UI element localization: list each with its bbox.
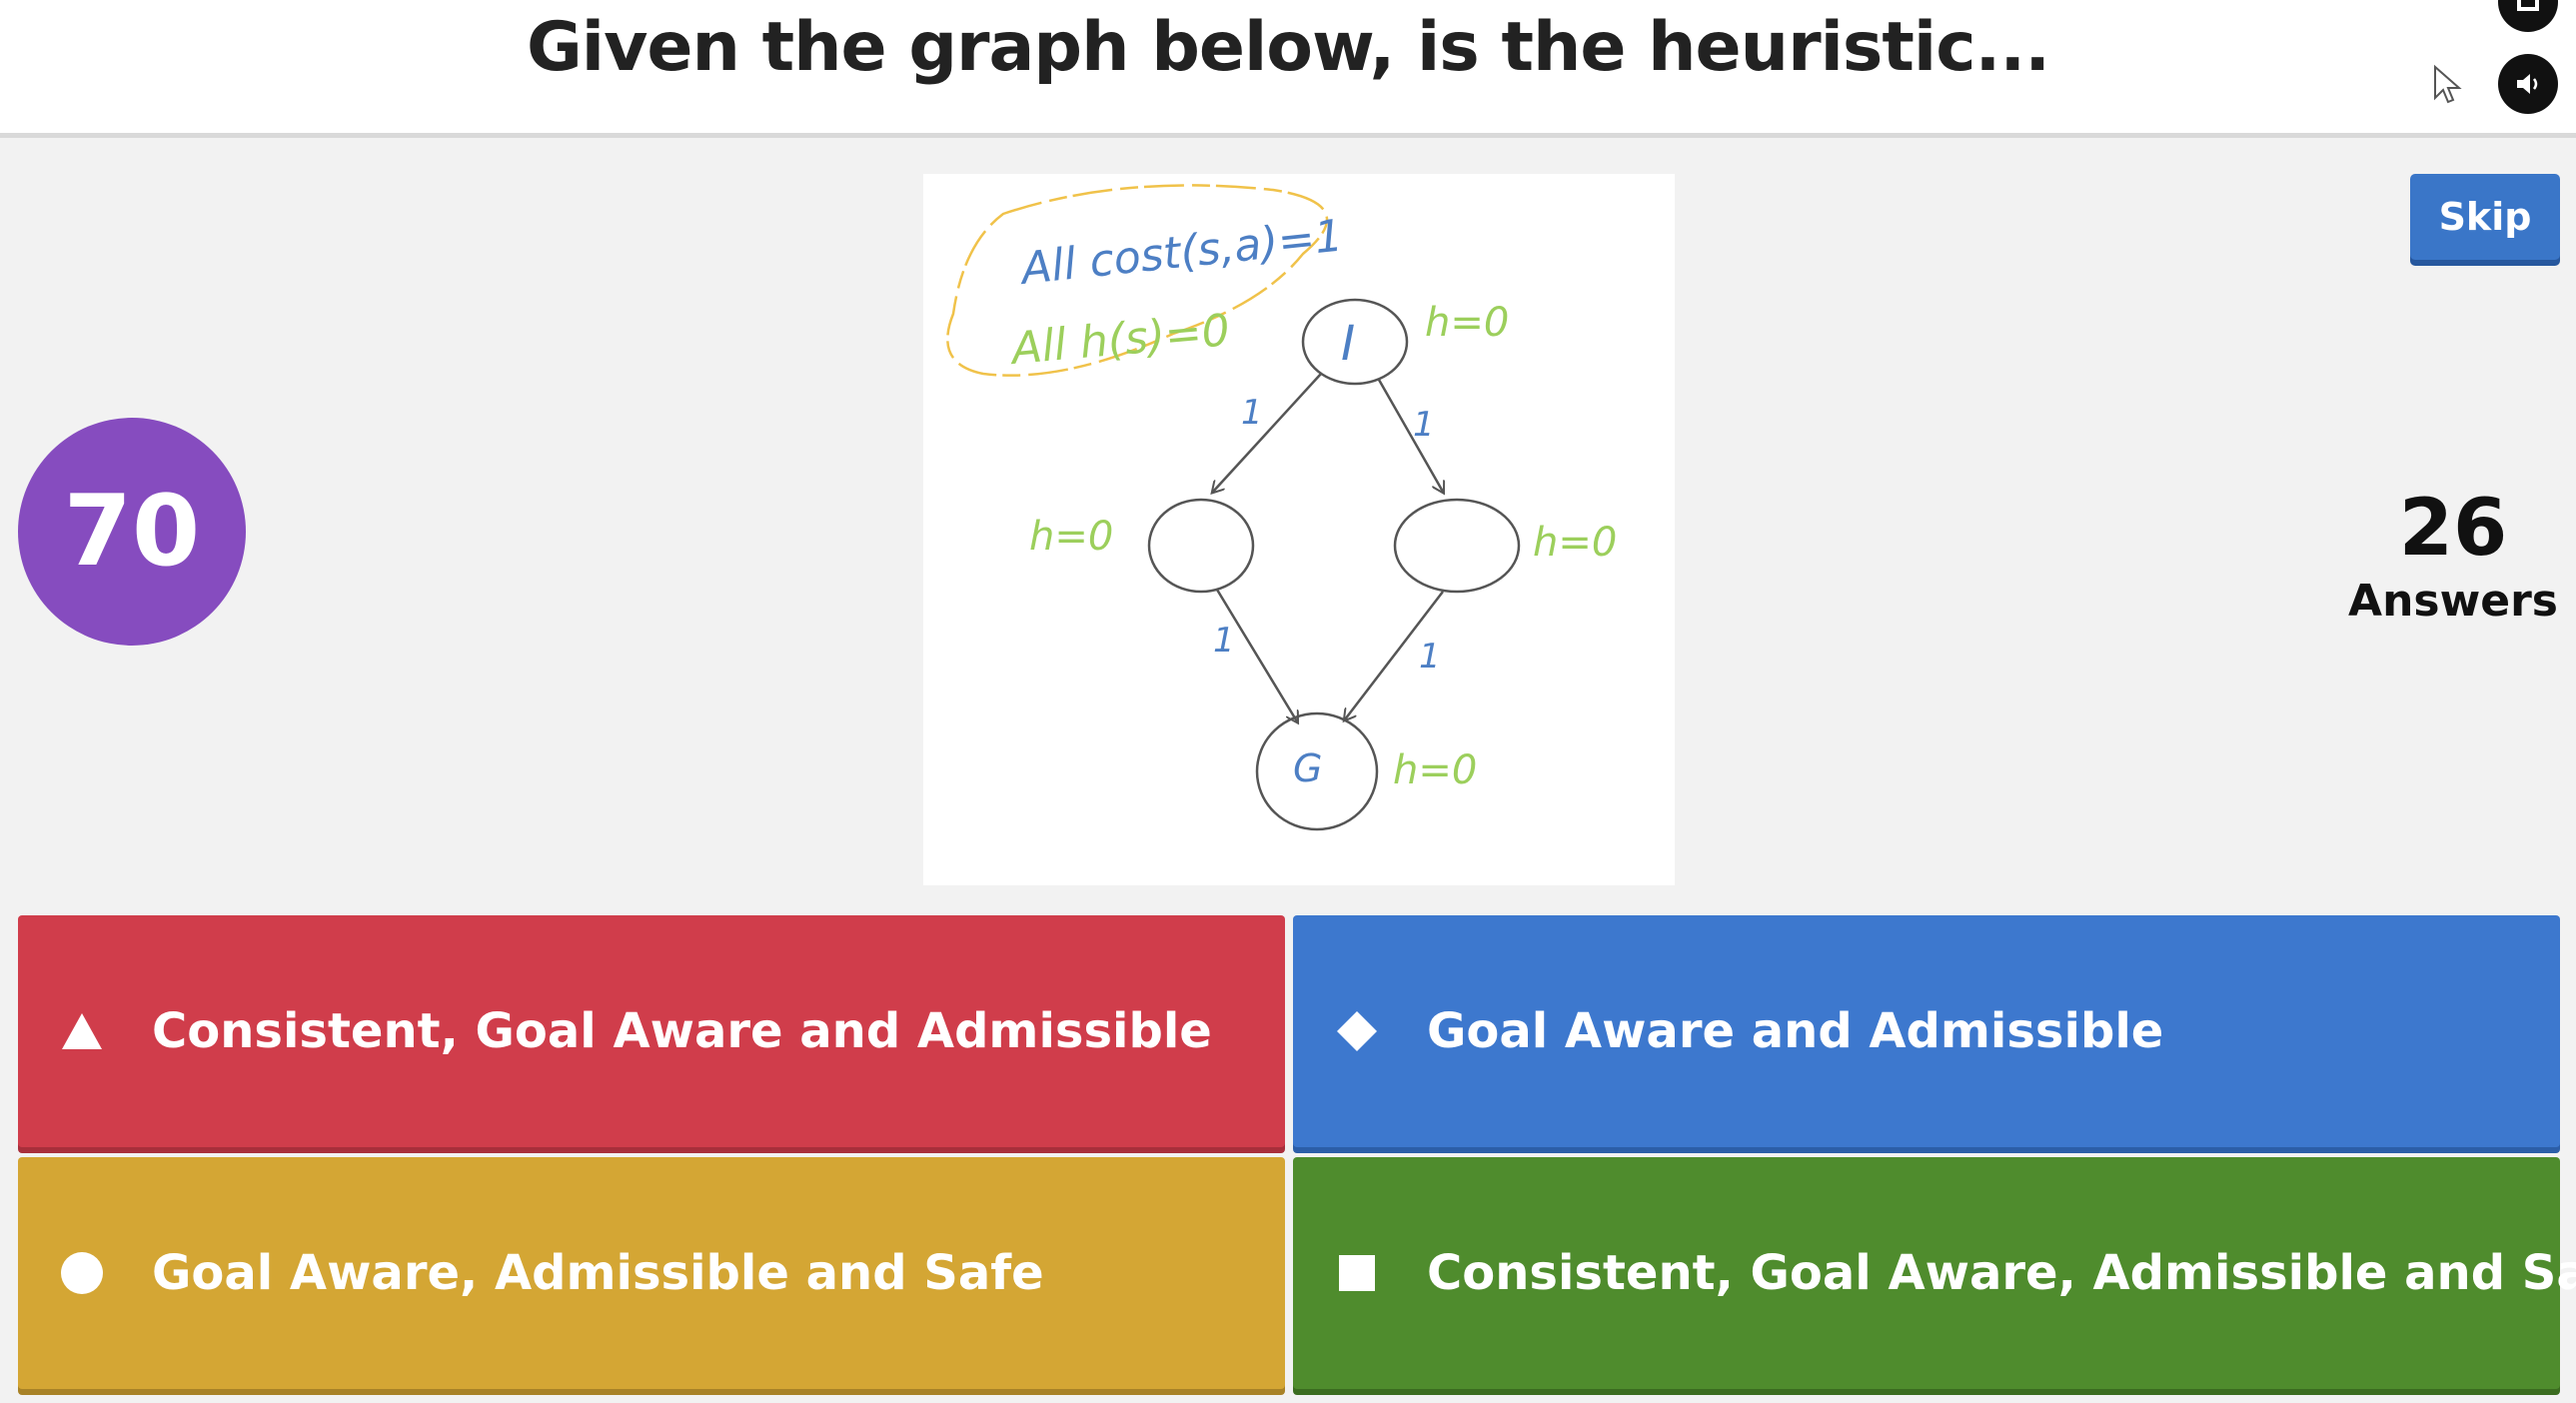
note-line-2: All h(s)=0 [1007, 305, 1232, 375]
question-header: Given the graph below, is the heuristic.… [0, 0, 2576, 138]
h-label-initial: h=0 [1425, 300, 1509, 346]
answer-option-3-label: Goal Aware, Admissible and Safe [152, 1245, 1044, 1301]
search-graph-drawing: All cost(s,a)=1 All h(s)=0 I G 1 1 1 1 h… [946, 184, 1617, 831]
answer-option-1[interactable]: Consistent, Goal Aware and Admissible [18, 915, 1285, 1147]
diamond-icon [1337, 1011, 1377, 1051]
h-label-right: h=0 [1533, 520, 1617, 566]
answers-label: Answers [2348, 576, 2558, 627]
node-label-goal: G [1293, 746, 1322, 790]
fullscreen-icon [2517, 0, 2539, 11]
edge-right-goal [1345, 591, 1444, 719]
graph-node-left [1147, 498, 1255, 594]
answer-option-4-label: Consistent, Goal Aware, Admissible and S… [1427, 1245, 2576, 1301]
answer-option-4[interactable]: Consistent, Goal Aware, Admissible and S… [1293, 1157, 2576, 1389]
circle-icon [61, 1252, 103, 1294]
edge-initial-right [1377, 379, 1443, 492]
graph-node-right [1393, 498, 1521, 594]
h-label-left: h=0 [1029, 514, 1113, 560]
speaker-icon [2517, 74, 2538, 94]
triangle-icon [62, 1013, 102, 1049]
graph-node-goal [1255, 711, 1379, 831]
edge-cost-left-goal: 1 [1213, 621, 1235, 661]
skip-button[interactable]: Skip [2410, 174, 2560, 260]
mouse-cursor-icon [2434, 64, 2462, 104]
countdown-timer: 70 [18, 418, 246, 646]
answer-option-3[interactable]: Goal Aware, Admissible and Safe [18, 1157, 1285, 1389]
answers-number: 26 [2398, 484, 2508, 574]
square-icon [1339, 1255, 1375, 1291]
question-image: All cost(s,a)=1 All h(s)=0 I G 1 1 1 1 h… [923, 174, 1675, 885]
note-line-1: All cost(s,a)=1 [1016, 210, 1345, 295]
answers-counter: 26 Answers [2338, 490, 2568, 627]
node-label-initial: I [1341, 316, 1355, 372]
edge-left-goal [1215, 589, 1297, 721]
note-outline [946, 184, 1329, 377]
sound-button[interactable] [2498, 54, 2558, 114]
graph-node-initial [1301, 298, 1409, 386]
answer-option-1-label: Consistent, Goal Aware and Admissible [152, 1003, 1212, 1059]
edge-initial-left [1213, 373, 1322, 492]
edge-cost-right-goal: 1 [1419, 637, 1441, 677]
answer-option-2-label: Goal Aware and Admissible [1427, 1003, 2164, 1059]
edge-cost-initial-right: 1 [1413, 405, 1435, 445]
h-label-goal: h=0 [1393, 747, 1477, 793]
question-title: Given the graph below, is the heuristic.… [526, 8, 2050, 87]
edge-cost-initial-left: 1 [1241, 393, 1263, 433]
answer-option-2[interactable]: Goal Aware and Admissible [1293, 915, 2560, 1147]
